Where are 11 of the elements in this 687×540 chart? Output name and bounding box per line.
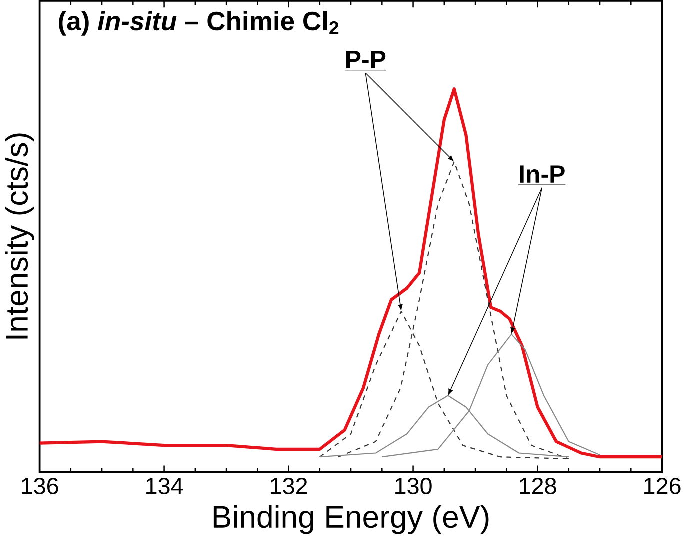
x-tick-label: 128 xyxy=(520,478,556,495)
text: P-P xyxy=(346,51,386,68)
chart-title: (a) in-situ – Chimie Cl$_{2}$ xyxy=(59,11,339,36)
x-tick-label: 134 xyxy=(146,478,184,495)
annotation: In-P xyxy=(520,166,565,184)
x-tick-label: 132 xyxy=(271,478,308,495)
x-tick-label: 136 xyxy=(22,478,58,495)
x-axis-title: Binding Energy (eV) xyxy=(214,505,489,535)
x-tick-label: 126 xyxy=(644,478,681,495)
x-tick-label: 130 xyxy=(396,478,432,495)
y-axis-title: Intensity (cts/s) xyxy=(5,134,34,339)
